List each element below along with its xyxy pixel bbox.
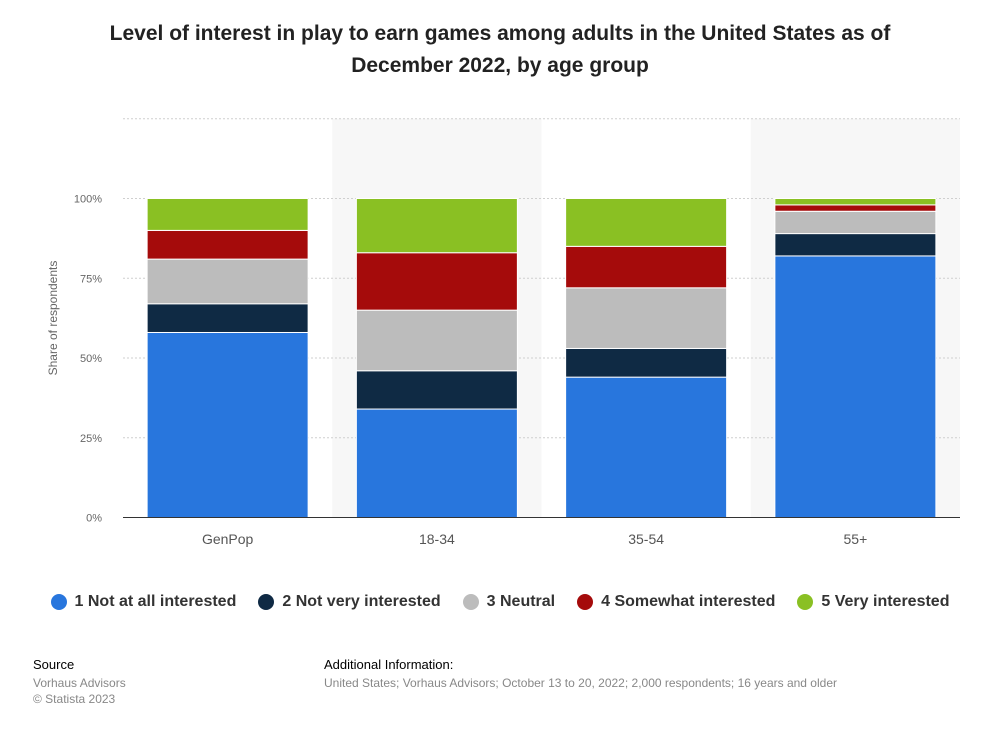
legend-item[interactable]: 3 Neutral xyxy=(462,593,556,611)
legend-item[interactable]: 1 Not at all interested xyxy=(50,593,237,611)
x-tick-label: 55+ xyxy=(844,531,868,547)
bar-segment xyxy=(565,245,728,289)
legend-item[interactable]: 2 Not very interested xyxy=(258,593,441,611)
y-tick-label: 75% xyxy=(80,273,102,285)
x-tick-label: GenPop xyxy=(202,531,254,547)
legend-label: 1 Not at all interested xyxy=(74,593,237,610)
bar-segment xyxy=(774,204,937,212)
y-tick-labels: 0% 25% 50% 75% 100% xyxy=(74,194,102,525)
bar-segment xyxy=(774,210,937,235)
x-tick-label: 35-54 xyxy=(628,531,664,547)
legend-label: 3 Neutral xyxy=(486,593,556,610)
legend-item[interactable]: 5 Very interested xyxy=(797,593,949,611)
legend-label: 4 Somewhat interested xyxy=(601,593,776,610)
legend-label: 2 Not very interested xyxy=(282,593,441,610)
y-tick-label: 50% xyxy=(80,353,102,365)
bar-segment xyxy=(146,258,309,305)
bar-segment xyxy=(355,408,518,519)
copyright-line: © Statista 2023 xyxy=(33,692,116,706)
legend-swatch xyxy=(258,594,275,610)
y-tick-label: 100% xyxy=(74,194,102,206)
y-tick-label: 25% xyxy=(80,433,102,445)
bar-segment xyxy=(355,309,518,372)
legend-item[interactable]: 4 Somewhat interested xyxy=(577,593,775,611)
x-tick-labels: GenPop 18-34 35-54 55+ xyxy=(202,531,867,547)
bar-segment xyxy=(146,303,309,333)
legend-swatch xyxy=(797,594,814,610)
bar-segment xyxy=(565,287,728,349)
bar-segment xyxy=(355,370,518,410)
legend: 1 Not at all interested 2 Not very intere… xyxy=(0,593,1000,611)
y-axis-label: Share of respondents xyxy=(46,261,60,376)
bar-segment xyxy=(565,347,728,378)
x-tick-label: 18-34 xyxy=(419,531,455,547)
bar-segment xyxy=(565,198,728,247)
bar-segment xyxy=(146,331,309,519)
legend-swatch xyxy=(462,594,479,610)
legend-swatch xyxy=(577,594,594,610)
additional-info-text: United States; Vorhaus Advisors; October… xyxy=(324,676,837,690)
additional-info-label: Additional Information: xyxy=(324,657,454,672)
bars xyxy=(146,198,937,519)
source-line: Vorhaus Advisors xyxy=(33,676,126,690)
chart-title: Level of interest in play to earn games … xyxy=(109,22,891,77)
legend-label: 5 Very interested xyxy=(821,593,950,610)
bar-segment xyxy=(565,376,728,519)
bar-segment xyxy=(146,229,309,260)
bar-segment xyxy=(355,198,518,254)
source-label: Source xyxy=(33,657,75,672)
legend-swatch xyxy=(50,594,67,610)
bar-segment xyxy=(774,198,937,206)
bar-segment xyxy=(146,198,309,231)
bar-segment xyxy=(774,233,937,257)
y-tick-label: 0% xyxy=(86,513,102,525)
bar-segment xyxy=(774,255,937,518)
bar-segment xyxy=(355,252,518,311)
